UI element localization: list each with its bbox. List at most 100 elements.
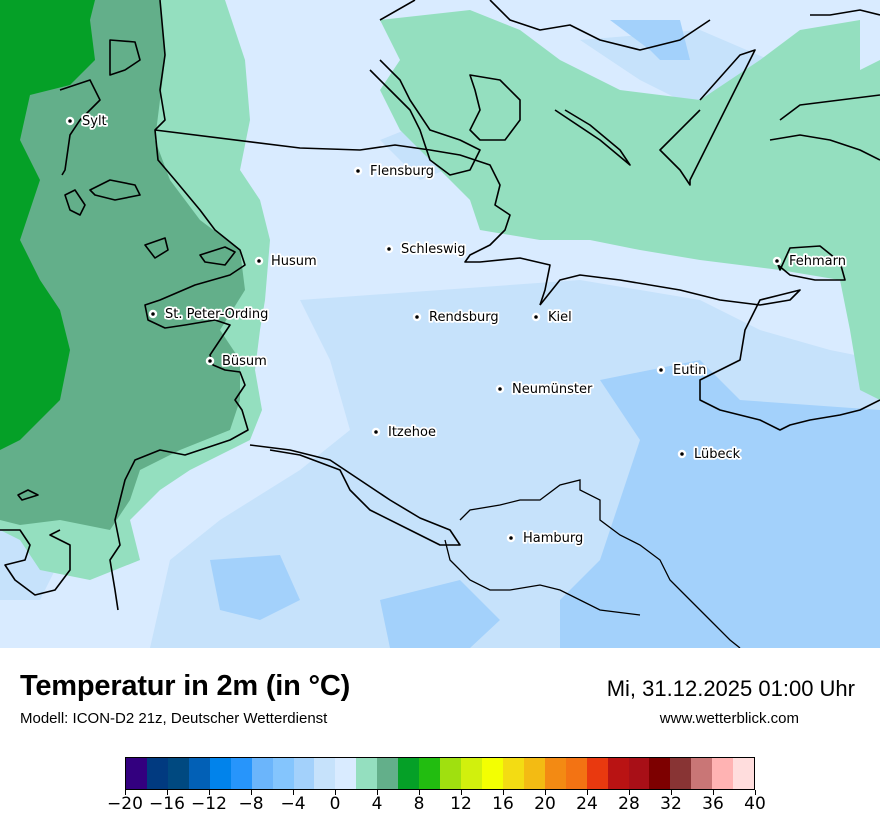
colorbar-tick (460, 790, 462, 795)
city-label: Rendsburg (429, 310, 499, 325)
colorbar-segment (209, 758, 231, 789)
city-label: Eutin (673, 363, 706, 378)
city-marker: Flensburg (353, 162, 436, 181)
colorbar-tick-label: 0 (329, 794, 341, 814)
colorbar-segment (398, 758, 420, 789)
city-dot-icon (506, 533, 516, 543)
colorbar-tick (502, 790, 504, 795)
colorbar-ticks: −20 −16 −12 −8 −4 0 4 8 12 16 20 24 28 32 36 40 (107, 790, 766, 830)
colorbar-tick-label: −16 (149, 794, 185, 814)
colorbar-tick-label: 28 (618, 794, 640, 814)
temperature-colorbar (125, 757, 755, 790)
city-dot-icon (412, 312, 422, 322)
colorbar-segment (523, 758, 545, 789)
city-dot-icon (531, 312, 541, 322)
colorbar-tick-label: 8 (413, 794, 425, 814)
city-label: Flensburg (370, 164, 434, 179)
colorbar-tick (670, 790, 672, 795)
colorbar-segment (649, 758, 671, 789)
colorbar-segment (502, 758, 524, 789)
colorbar-tick-label: 32 (660, 794, 682, 814)
colorbar-tick (250, 790, 252, 795)
colorbar-tick (754, 790, 756, 795)
city-label: Büsum (222, 354, 267, 369)
forecast-datetime: Mi, 31.12.2025 01:00 Uhr (606, 676, 855, 701)
city-label: Husum (271, 254, 317, 269)
colorbar-tick-label: 40 (744, 794, 766, 814)
city-marker: Fehmarn (772, 252, 848, 271)
city-marker: Sylt (65, 112, 108, 131)
coastlines (0, 0, 880, 611)
colorbar-tick (334, 790, 336, 795)
colorbar-segment (607, 758, 629, 789)
colorbar-segment (544, 758, 566, 789)
city-marker: Husum (254, 252, 318, 271)
colorbar-segment (712, 758, 734, 789)
colorbar-tick-label: 20 (534, 794, 556, 814)
city-dot-icon (148, 309, 158, 319)
city-label: Lübeck (694, 447, 741, 462)
city-marker: Itzehoe (371, 423, 438, 442)
colorbar-segment (188, 758, 210, 789)
city-dot-icon (205, 356, 215, 366)
colorbar-segment (167, 758, 189, 789)
colorbar-tick-label: −8 (238, 794, 264, 814)
city-marker: Eutin (656, 361, 708, 380)
state-borders (444, 479, 741, 648)
colorbar-tick-label: −20 (107, 794, 143, 814)
city-dot-icon (677, 449, 687, 459)
colorbar-tick-label: 12 (450, 794, 472, 814)
city-dot-icon (495, 384, 505, 394)
colorbar-tick-label: 24 (576, 794, 598, 814)
colorbar-tick-label: 16 (492, 794, 514, 814)
temp-zone-minus4-minus2 (210, 20, 880, 648)
city-marker: Lübeck (677, 445, 742, 464)
city-label: St. Peter-Ording (165, 307, 268, 322)
colorbar-tick (166, 790, 168, 795)
city-label: Schleswig (401, 242, 466, 257)
colorbar-tick (292, 790, 294, 795)
colorbar-segment (670, 758, 692, 789)
city-marker: Schleswig (384, 240, 467, 259)
website-link[interactable]: www.wetterblick.com (659, 710, 799, 727)
colorbar-tick (376, 790, 378, 795)
map-title: Temperatur in 2m (in °C) (20, 670, 351, 702)
city-dot-icon (656, 365, 666, 375)
colorbar-segment (356, 758, 378, 789)
colorbar-segment (419, 758, 441, 789)
city-marker: St. Peter-Ording (148, 305, 270, 324)
city-marker: Rendsburg (412, 308, 500, 327)
city-dot-icon (353, 166, 363, 176)
colorbar-tick (418, 790, 420, 795)
colorbar-segment (230, 758, 252, 789)
colorbar-segment (146, 758, 168, 789)
colorbar-segment (691, 758, 713, 789)
colorbar-segment (733, 758, 755, 789)
city-dot-icon (371, 427, 381, 437)
colorbar-segment (481, 758, 503, 789)
city-markers: Sylt Flensburg Schleswig Husum Fehmarn St. Pe… (65, 112, 848, 548)
temperature-map: Sylt Flensburg Schleswig Husum Fehmarn St. Pe… (0, 0, 880, 648)
temp-zone-4-6 (0, 0, 245, 530)
city-marker: Kiel (531, 308, 574, 327)
colorbar-tick-label: −12 (191, 794, 227, 814)
colorbar-segment (565, 758, 587, 789)
colorbar-tick (208, 790, 210, 795)
city-dot-icon (772, 256, 782, 266)
city-marker: Büsum (205, 352, 269, 371)
colorbar-tick-label: −4 (280, 794, 306, 814)
colorbar-segment (251, 758, 273, 789)
colorbar-segment (586, 758, 608, 789)
city-marker: Hamburg (506, 529, 585, 548)
city-label: Itzehoe (388, 425, 436, 440)
city-label: Kiel (548, 310, 572, 325)
city-marker: Neumünster (495, 380, 595, 399)
model-subtitle: Modell: ICON-D2 21z, Deutscher Wetterdie… (20, 710, 328, 727)
city-dot-icon (384, 244, 394, 254)
colorbar-segment (126, 758, 147, 789)
city-dot-icon (65, 116, 75, 126)
colorbar-tick-label: 4 (371, 794, 383, 814)
colorbar-segment (461, 758, 482, 789)
temp-zone-6-8 (0, 0, 95, 450)
colorbar-tick (628, 790, 630, 795)
